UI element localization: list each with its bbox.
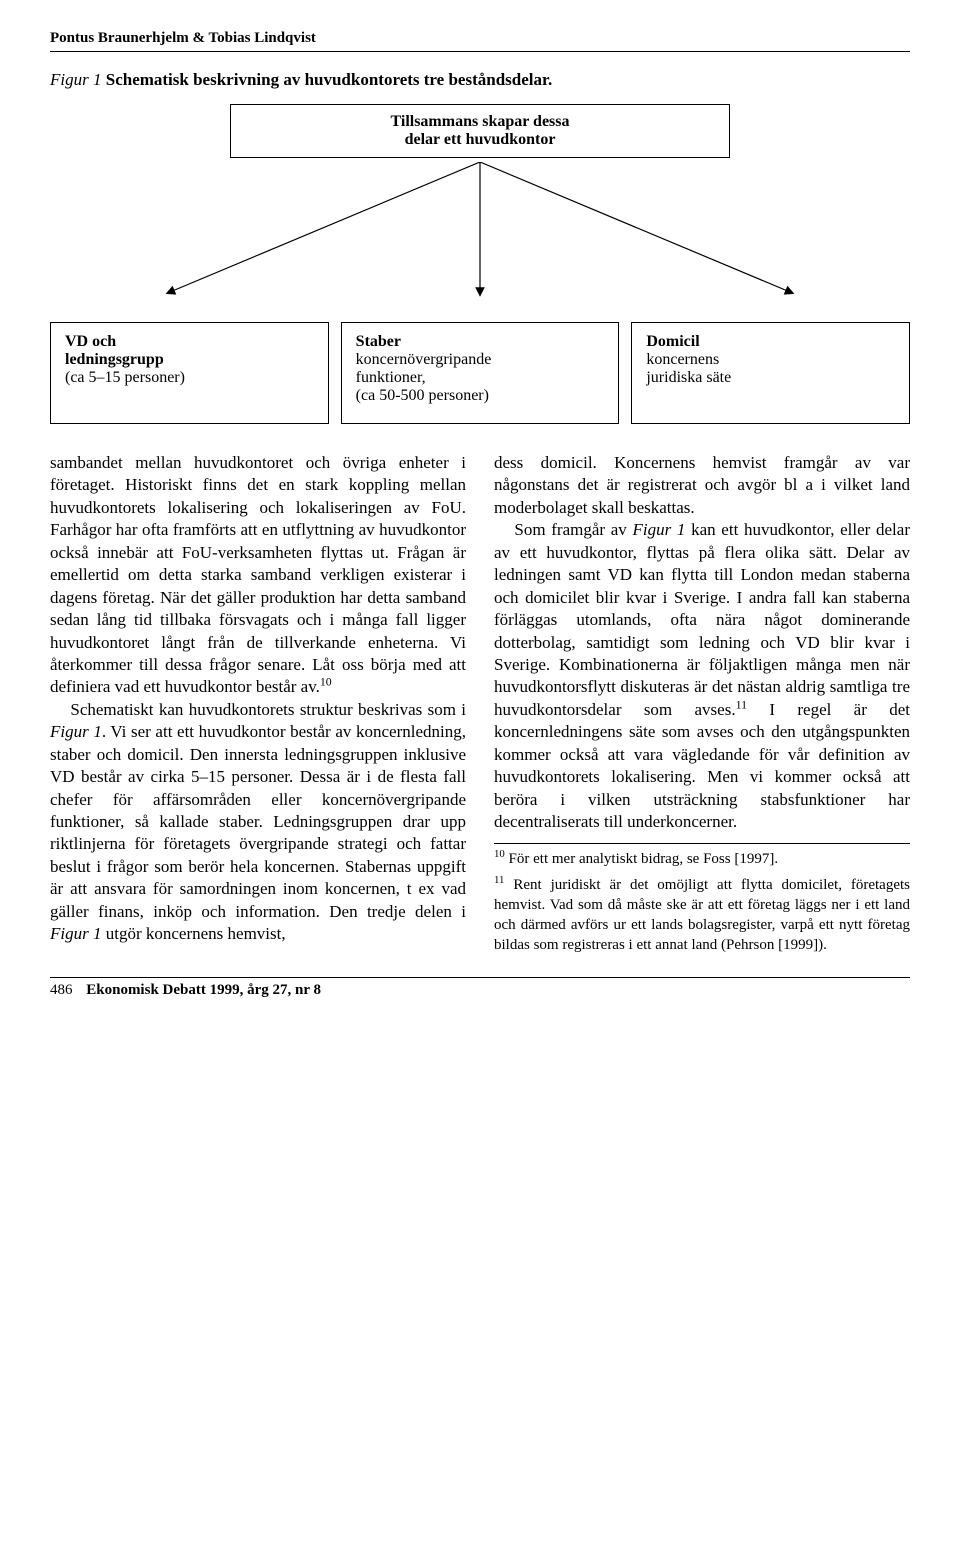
box-left-t1: VD och [65, 333, 314, 351]
right-p2-ref: Figur 1 [632, 520, 685, 539]
journal-name: Ekonomisk Debatt 1999, årg 27, nr 8 [86, 982, 321, 998]
diagram-box-right: Domicil koncernens juridiska säte [631, 322, 910, 424]
page-header-authors: Pontus Braunerhjelm & Tobias Lindqvist [50, 30, 910, 52]
page-footer: 486 Ekonomisk Debatt 1999, årg 27, nr 8 [50, 977, 910, 999]
box-mid-t1: Staber [356, 333, 605, 351]
box-right-t2: koncernens [646, 351, 895, 369]
diagram-top-line2: delar ett huvudkontor [405, 131, 556, 148]
right-column: dess domicil. Koncernens hemvist framgår… [494, 452, 910, 961]
fn11-sup: 11 [494, 874, 504, 886]
page-number: 486 [50, 982, 73, 999]
footnote-11: 11 Rent juridiskt är det omöjligt att fl… [494, 876, 910, 955]
diagram-box-mid: Staber koncernövergripande funktioner, (… [341, 322, 620, 424]
fn11-text: Rent juridiskt är det omöjligt att flytt… [494, 877, 910, 952]
fn10-sup: 10 [494, 848, 505, 860]
box-mid-t3: funktioner, [356, 369, 605, 387]
figure-title: Schematisk beskrivning av huvudkontorets… [106, 70, 553, 89]
figure-caption: Figur 1 Schematisk beskrivning av huvudk… [50, 70, 910, 90]
left-p2-ref: Figur 1 [50, 722, 102, 741]
diagram-box-left: VD och ledningsgrupp (ca 5–15 personer) [50, 322, 329, 424]
figure-label: Figur 1 [50, 70, 101, 89]
right-p2: Som framgår av Figur 1 kan ett huvudkont… [494, 519, 910, 833]
right-p2c: I regel är det koncernledningens säte so… [494, 700, 910, 831]
left-p2: Schematiskt kan huvudkontorets struktur … [50, 699, 466, 946]
left-p2c: utgör koncernens hemvist, [101, 924, 285, 943]
left-p2a: Schematiskt kan huvudkontorets struktur … [70, 700, 466, 719]
fn10-text: För ett mer analytiskt bidrag, se Foss [… [505, 851, 778, 867]
right-p2a: Som framgår av [514, 520, 632, 539]
diagram-arrows [50, 162, 910, 302]
box-mid-t2: koncernövergripande [356, 351, 605, 369]
box-left-t2: ledningsgrupp [65, 351, 314, 369]
right-p2b: kan ett huvudkontor, eller delar av ett … [494, 520, 910, 719]
diagram-top-box: Tillsammans skapar dessa delar ett huvud… [230, 104, 730, 158]
figure-diagram: Tillsammans skapar dessa delar ett huvud… [50, 104, 910, 424]
box-right-t1: Domicil [646, 333, 895, 351]
body-columns: sambandet mellan huvudkontoret och övrig… [50, 452, 910, 961]
left-p1-text: sambandet mellan huvudkontoret och övrig… [50, 453, 466, 696]
box-mid-t4: (ca 50-500 personer) [356, 387, 605, 405]
footnote-10: 10 För ett mer analytiskt bidrag, se Fos… [494, 850, 910, 870]
diagram-bottom-row: VD och ledningsgrupp (ca 5–15 personer) … [50, 322, 910, 424]
left-p2-ref2: Figur 1 [50, 924, 101, 943]
right-p1: dess domicil. Koncernens hemvist framgår… [494, 452, 910, 519]
footnotes: 10 För ett mer analytiskt bidrag, se Fos… [494, 843, 910, 955]
box-left-t3: (ca 5–15 personer) [65, 369, 314, 387]
diagram-top-line1: Tillsammans skapar dessa [390, 113, 569, 130]
left-p2b: . Vi ser att ett huvudkontor består av k… [50, 722, 466, 921]
left-p1: sambandet mellan huvudkontoret och övrig… [50, 452, 466, 699]
left-p1-sup: 10 [320, 675, 332, 689]
left-column: sambandet mellan huvudkontoret och övrig… [50, 452, 466, 961]
box-right-t3: juridiska säte [646, 369, 895, 387]
right-p2-sup: 11 [736, 697, 747, 711]
